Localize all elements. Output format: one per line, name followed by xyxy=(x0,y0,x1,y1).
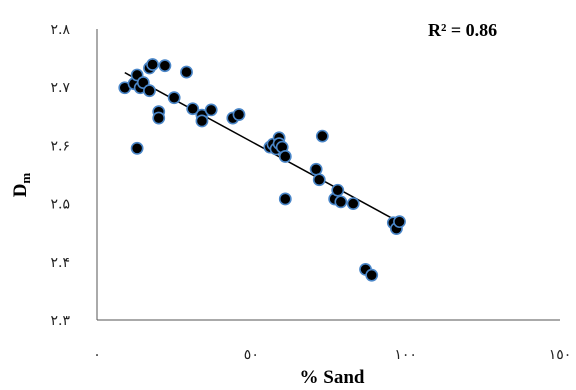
y-tick-labels: ٢.٣ ٢.۴ ٢.۵ ٢.۶ ٢.٧ ٢.٨ xyxy=(50,22,70,329)
x-tick-label: ٥٠ xyxy=(244,347,259,363)
data-point xyxy=(180,65,193,79)
data-point xyxy=(365,268,379,282)
data-point xyxy=(278,192,292,206)
data-point xyxy=(334,195,348,209)
data-point xyxy=(312,173,326,187)
x-axis-title: % Sand xyxy=(300,367,365,388)
y-axis-title-main: D xyxy=(10,184,31,198)
data-points xyxy=(118,58,406,282)
data-point xyxy=(346,197,360,210)
r-squared-annotation: R² = 0.86 xyxy=(428,20,497,40)
y-tick-label: ٢.٨ xyxy=(51,22,71,38)
y-axis-title: Dm xyxy=(10,173,33,198)
data-point xyxy=(331,183,345,197)
data-point xyxy=(152,111,166,125)
data-point xyxy=(195,114,209,128)
data-point xyxy=(393,215,406,229)
data-point xyxy=(143,84,156,98)
y-tick-label: ٢.٣ xyxy=(51,313,71,329)
x-tick-label: ١٥٠ xyxy=(549,347,572,363)
data-point xyxy=(167,91,181,105)
data-point xyxy=(186,102,200,116)
data-point xyxy=(232,108,246,121)
data-point xyxy=(278,150,292,163)
y-tick-label: ٢.۶ xyxy=(50,138,70,154)
data-point xyxy=(130,141,144,155)
data-point xyxy=(146,58,159,71)
y-axis-title-subscript: m xyxy=(18,173,33,184)
x-tick-labels: ٠ ٥٠ ١٠٠ ١٥٠ xyxy=(93,347,571,363)
data-point xyxy=(158,59,172,73)
y-tick-label: ٢.٧ xyxy=(51,80,71,96)
axes xyxy=(96,29,560,321)
data-point xyxy=(309,162,323,176)
y-tick-label: ٢.۴ xyxy=(50,255,70,271)
y-tick-label: ٢.۵ xyxy=(50,197,70,213)
data-point xyxy=(204,103,218,117)
x-tick-label: ١٠٠ xyxy=(394,347,417,363)
x-tick-label: ٠ xyxy=(93,347,101,363)
data-point xyxy=(315,129,329,143)
